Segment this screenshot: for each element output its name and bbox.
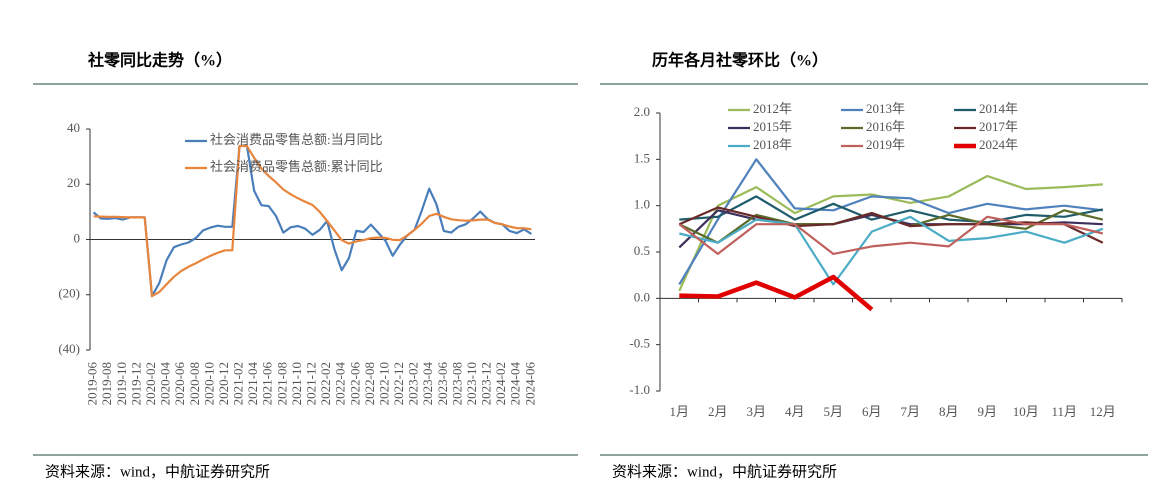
x-tick-label: 10月: [1013, 404, 1039, 419]
x-tick-label: 2020-12: [216, 362, 231, 405]
x-tick-label: 2021-06: [260, 362, 275, 406]
x-tick-label: 12月: [1090, 404, 1116, 419]
x-tick-label: 2023-12: [479, 362, 494, 405]
legend-label: 2024年: [979, 137, 1018, 152]
chart-title: 社零同比走势（%）: [87, 51, 232, 70]
legend-label: 2018年: [753, 137, 792, 152]
y-tick-label: -0.5: [629, 336, 650, 351]
x-tick-label: 2021-08: [274, 362, 289, 405]
series-line: [679, 195, 1104, 224]
x-tick-label: 2023-04: [420, 362, 435, 406]
x-tick-label: 2021-02: [231, 362, 246, 405]
y-tick-label: (40): [58, 341, 80, 356]
legend-label: 社会消费品零售总额:当月同比: [210, 132, 383, 147]
x-tick-label: 2021-10: [289, 362, 304, 405]
x-tick-label: 2022-12: [391, 362, 406, 405]
x-tick-label: 6月: [862, 404, 882, 419]
legend-label: 2019年: [866, 137, 905, 152]
series-line: [92, 143, 532, 298]
series-line: [679, 274, 874, 312]
y-tick-label: 20: [67, 175, 80, 190]
legend-label: 社会消费品零售总额:累计同比: [210, 159, 383, 174]
x-tick-label: 2023-10: [464, 362, 479, 405]
series-line: [678, 206, 1104, 244]
x-tick-label: 4月: [785, 404, 805, 419]
x-tick-label: 7月: [900, 404, 920, 419]
x-tick-label: 2020-02: [143, 362, 158, 405]
legend-label: 2016年: [866, 119, 905, 134]
y-tick-label: 1.5: [634, 150, 650, 165]
series-line: [678, 158, 1103, 285]
source-note: 资料来源：wind，中航证券研究所: [45, 463, 270, 480]
x-tick-label: 2024-06: [522, 362, 537, 406]
series-line: [93, 144, 532, 298]
x-tick-label: 2023-02: [406, 362, 421, 405]
x-tick-label: 2024-04: [508, 362, 523, 406]
x-tick-label: 2019-12: [128, 362, 143, 405]
y-tick-label: 2.0: [634, 104, 650, 119]
legend-label: 2017年: [979, 119, 1018, 134]
x-tick-label: 11月: [1051, 404, 1077, 419]
x-tick-label: 2023-06: [435, 362, 450, 406]
x-tick-label: 2021-12: [303, 362, 318, 405]
x-tick-label: 2019-10: [114, 362, 129, 405]
x-tick-label: 1月: [669, 404, 689, 419]
series-line: [678, 174, 1103, 292]
x-tick-label: 2022-08: [362, 362, 377, 405]
x-tick-label: 8月: [939, 404, 959, 419]
x-tick-label: 2月: [708, 404, 728, 419]
x-tick-label: 2019-08: [99, 362, 114, 405]
legend-label: 2012年: [753, 101, 792, 116]
legend-label: 2014年: [979, 101, 1018, 116]
x-tick-label: 2020-10: [201, 362, 216, 405]
x-tick-label: 2021-04: [245, 362, 260, 406]
series-line: [678, 215, 1104, 255]
x-tick-label: 2020-04: [158, 362, 173, 406]
x-tick-label: 2022-10: [376, 362, 391, 405]
y-tick-label: (20): [58, 286, 80, 301]
y-tick-label: 0.5: [634, 243, 650, 258]
y-tick-label: -1.0: [629, 382, 650, 397]
source-note: 资料来源：wind，中航证券研究所: [612, 463, 837, 480]
x-tick-label: 3月: [746, 404, 766, 419]
y-tick-label: 0.0: [634, 289, 650, 304]
x-tick-label: 2020-06: [172, 362, 187, 406]
x-tick-label: 2024-02: [493, 362, 508, 405]
chart-title: 历年各月社零环比（%）: [652, 51, 828, 70]
legend-label: 2013年: [866, 101, 905, 116]
y-tick-label: 1.0: [634, 197, 650, 212]
x-tick-label: 2019-06: [85, 362, 100, 406]
x-tick-label: 2022-04: [333, 362, 348, 406]
x-tick-label: 2020-08: [187, 362, 202, 405]
x-tick-label: 2023-08: [449, 362, 464, 405]
series-line: [679, 215, 1104, 286]
y-tick-label: 40: [67, 120, 80, 135]
legend-label: 2015年: [753, 119, 792, 134]
x-tick-label: 2022-06: [347, 362, 362, 406]
x-tick-label: 2022-02: [318, 362, 333, 405]
x-tick-label: 9月: [977, 404, 997, 419]
y-tick-label: 0: [74, 230, 81, 245]
x-tick-label: 5月: [823, 404, 843, 419]
